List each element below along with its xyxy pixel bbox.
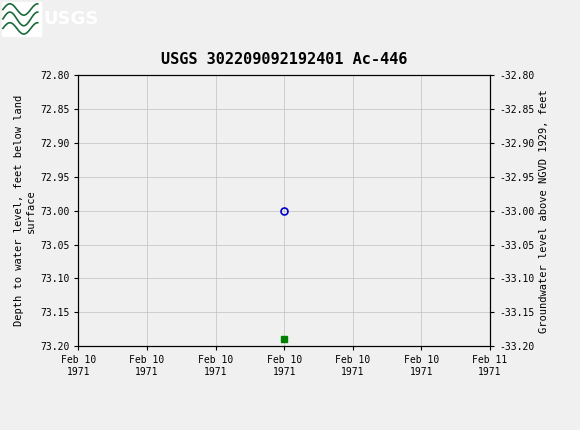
Y-axis label: Groundwater level above NGVD 1929, feet: Groundwater level above NGVD 1929, feet [539,89,549,332]
Bar [2,3,41,35]
Y-axis label: Depth to water level, feet below land
surface: Depth to water level, feet below land su… [14,95,36,326]
Text: USGS: USGS [44,10,99,28]
Title: USGS 302209092192401 Ac-446: USGS 302209092192401 Ac-446 [161,52,407,67]
